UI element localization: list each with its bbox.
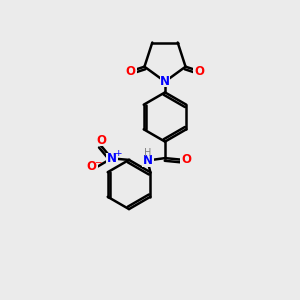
Text: +: + [114,148,121,158]
Text: −: − [94,157,101,166]
FancyBboxPatch shape [94,135,108,146]
FancyBboxPatch shape [85,161,98,172]
Text: O: O [87,160,97,173]
FancyBboxPatch shape [124,66,137,77]
Text: O: O [182,153,192,166]
Text: O: O [195,65,205,78]
Text: O: O [96,134,106,147]
FancyBboxPatch shape [106,153,118,164]
FancyBboxPatch shape [180,154,193,165]
FancyBboxPatch shape [142,154,154,166]
FancyBboxPatch shape [193,66,206,77]
Text: N: N [142,154,153,167]
FancyBboxPatch shape [160,76,170,87]
Text: N: N [106,152,117,165]
Text: H: H [144,148,151,158]
Text: O: O [125,65,135,78]
Text: N: N [160,75,170,88]
